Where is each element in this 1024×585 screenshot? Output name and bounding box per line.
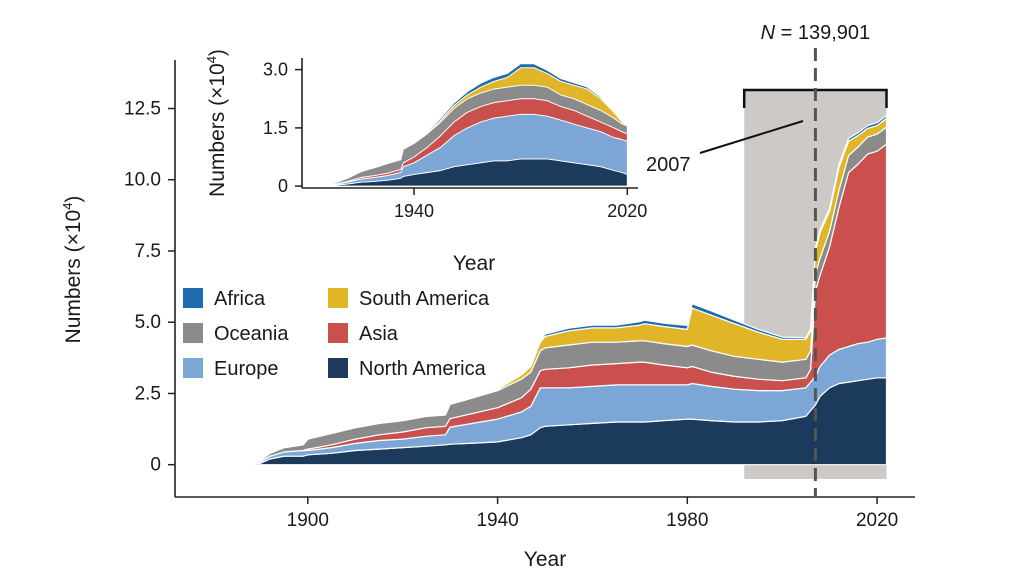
- x-tick-label: 2020: [607, 201, 647, 221]
- callout-line: [699, 120, 804, 154]
- legend-label-north-america: North America: [359, 358, 487, 380]
- sample-size-value: = 139,901: [775, 22, 870, 44]
- x-tick-label: 1940: [394, 201, 434, 221]
- main-plot: 0 2.5 5.0 7.5 10.0 12.5 1900 1940 1980 2020 Year Nu…: [60, 22, 915, 571]
- x-axis-title: Year: [524, 548, 566, 571]
- legend-swatch-oceania: [183, 323, 203, 343]
- y-tick-label: 0: [278, 176, 288, 196]
- y-axis-title-exponent: 4: [204, 56, 219, 63]
- y-tick-label: 2.5: [135, 384, 161, 405]
- legend-label-oceania: Oceania: [214, 323, 289, 345]
- y-axis-title-close: ): [206, 49, 229, 56]
- legend-swatch-north-america: [328, 358, 348, 378]
- y-axis-title: Numbers (×104): [204, 49, 229, 197]
- x-tick-label: 2020: [856, 510, 898, 531]
- legend-swatch-asia: [328, 323, 348, 343]
- y-tick-label: 3.0: [263, 60, 288, 80]
- y-tick-label: 1.5: [263, 118, 288, 138]
- inset-plot: 0 1.5 3.0 1940 2020 Year Numbers (×104): [204, 49, 647, 275]
- y-tick-label: 5.0: [135, 312, 161, 333]
- area-africa: [212, 115, 888, 466]
- y-tick-label: 7.5: [135, 241, 161, 262]
- y-axis-title-text: Numbers (×10: [62, 210, 85, 344]
- legend-swatch-africa: [183, 288, 203, 308]
- area-africa: [322, 63, 628, 187]
- y-axis-title-text: Numbers (×10: [206, 63, 229, 197]
- y-axis-title-close: ): [62, 196, 85, 203]
- legend-label-south-america: South America: [359, 288, 490, 310]
- legend-swatch-south-america: [328, 288, 348, 308]
- callout-label: 2007: [646, 154, 691, 176]
- sample-size-label: N = 139,901: [761, 22, 871, 44]
- x-axis-title: Year: [453, 252, 495, 275]
- legend: Africa South America Oceania Asia Europe Nort…: [183, 288, 490, 380]
- legend-label-asia: Asia: [359, 323, 399, 345]
- sample-size-symbol: N: [761, 22, 776, 44]
- y-tick-label: 10.0: [124, 170, 161, 191]
- x-tick-label: 1900: [287, 510, 329, 531]
- legend-label-europe: Europe: [214, 358, 279, 380]
- x-tick-label: 1980: [666, 510, 708, 531]
- y-tick-label: 12.5: [124, 99, 161, 120]
- legend-label-africa: Africa: [214, 288, 266, 310]
- y-axis-title: Numbers (×104): [60, 196, 85, 344]
- legend-swatch-europe: [183, 358, 203, 378]
- x-tick-label: 1940: [476, 510, 518, 531]
- y-tick-label: 0: [150, 455, 161, 476]
- y-axis-title-exponent: 4: [60, 203, 75, 210]
